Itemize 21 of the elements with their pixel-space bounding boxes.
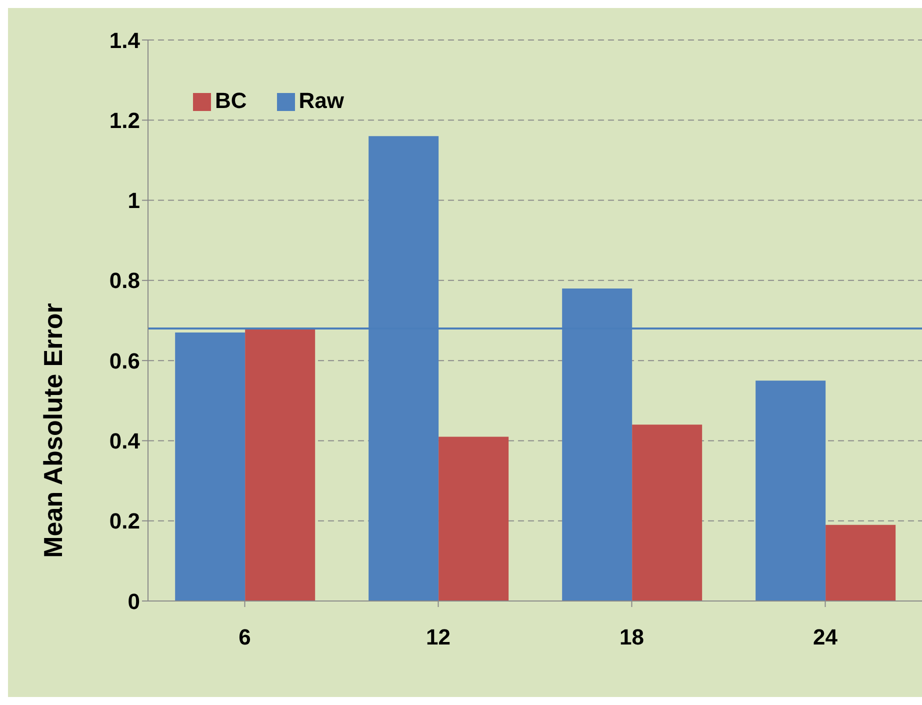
bar <box>826 524 896 601</box>
x-tick-label: 18 <box>620 624 644 650</box>
legend-label: Raw <box>298 88 344 113</box>
x-tick-label: 6 <box>238 624 251 650</box>
bar <box>632 424 702 601</box>
y-tick-label: 0.8 <box>109 268 140 294</box>
y-tick-label: 1 <box>128 188 140 214</box>
bar <box>756 380 826 601</box>
y-tick-label: 0 <box>128 588 140 614</box>
bar <box>175 332 246 601</box>
y-tick-label: 0.4 <box>109 428 141 454</box>
y-tick-label: 1.4 <box>109 28 141 53</box>
y-tick-label: 0.2 <box>109 508 140 534</box>
x-tick-label: 12 <box>426 624 450 650</box>
y-axis-title: Mean Absolute Error <box>38 303 68 558</box>
bar <box>245 328 316 601</box>
y-tick-label: 0.6 <box>109 348 140 374</box>
legend-label: BC <box>215 88 247 113</box>
bar <box>438 436 509 601</box>
x-tick-label: 24 <box>813 624 838 650</box>
y-tick-label: 1.2 <box>109 108 140 133</box>
